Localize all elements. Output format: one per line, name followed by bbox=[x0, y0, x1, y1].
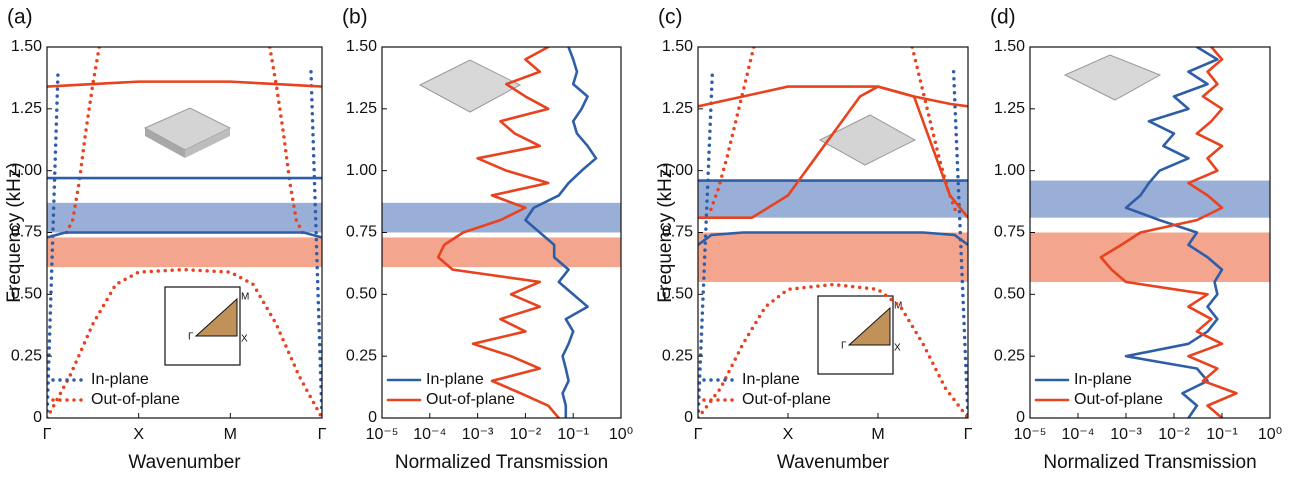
x-tick-label: 10⁰ bbox=[1258, 426, 1282, 443]
panel-label: (d) bbox=[990, 6, 1016, 29]
y-tick-label: 1.50 bbox=[11, 38, 42, 55]
panel-label: (c) bbox=[658, 6, 683, 29]
legend-label: In-plane bbox=[91, 371, 149, 388]
y-tick-label: 0.50 bbox=[346, 286, 377, 303]
x-tick-label: 10⁻⁵ bbox=[366, 426, 399, 443]
y-tick-label: 0 bbox=[368, 409, 377, 426]
x-tick-label: Γ bbox=[694, 426, 703, 443]
y-tick-label: 0.25 bbox=[662, 347, 693, 364]
x-tick-label: 10⁻⁵ bbox=[1014, 426, 1047, 443]
x-axis-label: Normalized Transmission bbox=[395, 452, 608, 473]
inset-label: Γ bbox=[841, 341, 847, 352]
legend-label: Out-of-plane bbox=[426, 391, 515, 408]
x-tick-label: X bbox=[783, 426, 794, 443]
inset-label: M bbox=[241, 292, 249, 303]
unit-cell-image bbox=[145, 108, 230, 150]
y-tick-label: 0.25 bbox=[994, 347, 1025, 364]
y-tick-label: 0.25 bbox=[346, 347, 377, 364]
panel-label: (a) bbox=[7, 6, 33, 29]
y-tick-label: 1.25 bbox=[994, 100, 1025, 117]
plot-area bbox=[1030, 47, 1270, 418]
y-tick-label: 0.50 bbox=[994, 286, 1025, 303]
y-tick-label: 0 bbox=[1016, 409, 1025, 426]
band-gap bbox=[47, 237, 322, 267]
x-tick-label: M bbox=[871, 426, 884, 443]
y-tick-label: 1.50 bbox=[662, 38, 693, 55]
band-gap bbox=[382, 237, 621, 267]
y-tick-label: 0.75 bbox=[994, 224, 1025, 241]
x-tick-label: Γ bbox=[964, 426, 973, 443]
legend-label: In-plane bbox=[1074, 371, 1132, 388]
y-tick-label: 0 bbox=[684, 409, 693, 426]
y-tick-label: 1.00 bbox=[346, 162, 377, 179]
legend-label: Out-of-plane bbox=[1074, 391, 1163, 408]
x-tick-label: X bbox=[133, 426, 144, 443]
band-gap bbox=[1030, 233, 1270, 282]
y-tick-label: 1.50 bbox=[994, 38, 1025, 55]
band-gap bbox=[698, 233, 968, 282]
unit-cell-image bbox=[820, 115, 915, 165]
figure: Γ X M Γ X M 0 0.25 0.50 0.75 1.00 1.25 1.50 Γ X M… bbox=[0, 0, 1301, 478]
band-gap bbox=[698, 181, 968, 218]
y-tick-label: 1.00 bbox=[994, 162, 1025, 179]
plot-area bbox=[382, 47, 621, 418]
x-tick-label: Γ bbox=[318, 426, 327, 443]
legend-label: In-plane bbox=[426, 371, 484, 388]
band-gap bbox=[47, 203, 322, 233]
x-tick-label: Γ bbox=[43, 426, 52, 443]
x-tick-label: 10⁻¹ bbox=[1206, 426, 1238, 443]
x-tick-label: 10⁻⁴ bbox=[413, 426, 446, 443]
y-tick-label: 1.25 bbox=[11, 100, 42, 117]
y-tick-label: 1.25 bbox=[662, 100, 693, 117]
y-axis-label: Frequency (kHz) bbox=[4, 162, 25, 302]
x-tick-label: 10⁻⁴ bbox=[1061, 426, 1094, 443]
x-tick-label: 10⁻¹ bbox=[557, 426, 589, 443]
inset-label: X bbox=[894, 343, 901, 354]
y-tick-label: 1.25 bbox=[346, 100, 377, 117]
y-axis-label: Frequency (kHz) bbox=[655, 162, 676, 302]
x-axis-label: Wavenumber bbox=[777, 452, 890, 473]
series-line bbox=[47, 233, 322, 238]
x-axis-label: Normalized Transmission bbox=[1043, 452, 1256, 473]
x-tick-label: 10⁰ bbox=[609, 426, 633, 443]
x-axis-label: Wavenumber bbox=[128, 452, 241, 473]
array-image bbox=[1065, 55, 1160, 100]
array-image bbox=[420, 60, 520, 112]
panel-label: (b) bbox=[342, 6, 368, 29]
series-line bbox=[47, 82, 322, 87]
x-tick-label: 10⁻³ bbox=[462, 426, 494, 443]
y-tick-label: 0 bbox=[33, 409, 42, 426]
band-gap bbox=[382, 203, 621, 233]
legend-label: In-plane bbox=[742, 371, 800, 388]
x-tick-label: M bbox=[224, 426, 237, 443]
y-tick-label: 0.75 bbox=[346, 224, 377, 241]
legend-label: Out-of-plane bbox=[91, 391, 180, 408]
inset-label: Γ bbox=[188, 332, 194, 343]
band-gap bbox=[1030, 181, 1270, 218]
x-tick-label: 10⁻² bbox=[510, 426, 542, 443]
legend-label: Out-of-plane bbox=[742, 391, 831, 408]
x-tick-label: 10⁻² bbox=[1158, 426, 1190, 443]
x-tick-label: 10⁻³ bbox=[1110, 426, 1142, 443]
y-tick-label: 0.25 bbox=[11, 347, 42, 364]
y-tick-label: 1.50 bbox=[346, 38, 377, 55]
inset-label: X bbox=[241, 334, 248, 345]
